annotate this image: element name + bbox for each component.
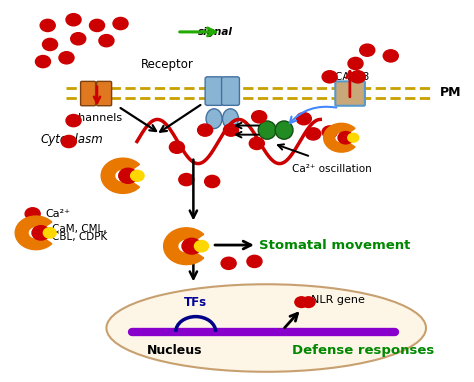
Circle shape bbox=[113, 18, 128, 30]
Text: Ca²⁺: Ca²⁺ bbox=[46, 209, 70, 219]
FancyBboxPatch shape bbox=[205, 77, 223, 105]
FancyBboxPatch shape bbox=[335, 81, 365, 106]
Text: Receptor: Receptor bbox=[141, 58, 194, 71]
Ellipse shape bbox=[258, 121, 276, 139]
Text: TFs: TFs bbox=[184, 296, 207, 309]
Circle shape bbox=[302, 297, 315, 308]
Text: Stomatal movement: Stomatal movement bbox=[259, 238, 410, 251]
Circle shape bbox=[61, 136, 76, 147]
Circle shape bbox=[194, 241, 209, 252]
Circle shape bbox=[43, 38, 57, 50]
Circle shape bbox=[322, 71, 337, 83]
Ellipse shape bbox=[206, 109, 222, 129]
Text: PM: PM bbox=[440, 86, 462, 99]
Circle shape bbox=[179, 173, 194, 186]
Circle shape bbox=[40, 19, 55, 32]
Text: ACA108: ACA108 bbox=[329, 72, 371, 82]
Circle shape bbox=[119, 168, 137, 183]
FancyBboxPatch shape bbox=[81, 81, 96, 106]
Text: Ca²⁺ oscillation: Ca²⁺ oscillation bbox=[292, 164, 372, 174]
Circle shape bbox=[348, 57, 363, 70]
Circle shape bbox=[198, 124, 213, 136]
Circle shape bbox=[205, 175, 219, 188]
Circle shape bbox=[169, 141, 184, 153]
Circle shape bbox=[295, 297, 308, 308]
Circle shape bbox=[71, 33, 86, 45]
Ellipse shape bbox=[107, 284, 426, 372]
Circle shape bbox=[25, 208, 40, 220]
Text: channels: channels bbox=[72, 113, 122, 123]
Wedge shape bbox=[101, 158, 139, 193]
Circle shape bbox=[383, 50, 398, 62]
Circle shape bbox=[296, 113, 311, 125]
Circle shape bbox=[306, 128, 321, 140]
Circle shape bbox=[90, 19, 105, 32]
Circle shape bbox=[36, 55, 51, 68]
Circle shape bbox=[252, 111, 267, 123]
Text: Nucleus: Nucleus bbox=[147, 343, 202, 356]
Circle shape bbox=[322, 126, 337, 138]
Text: Defense responses: Defense responses bbox=[292, 343, 434, 356]
Text: BON1: BON1 bbox=[264, 125, 292, 134]
FancyBboxPatch shape bbox=[97, 81, 111, 106]
Circle shape bbox=[43, 228, 56, 238]
Circle shape bbox=[249, 138, 264, 149]
Wedge shape bbox=[324, 123, 355, 152]
Circle shape bbox=[223, 124, 238, 136]
Ellipse shape bbox=[275, 121, 293, 139]
Circle shape bbox=[350, 71, 365, 83]
Circle shape bbox=[66, 14, 81, 26]
Circle shape bbox=[99, 34, 114, 47]
Circle shape bbox=[182, 238, 201, 254]
Wedge shape bbox=[164, 228, 204, 265]
Text: CaM, CML,: CaM, CML, bbox=[53, 224, 107, 234]
Circle shape bbox=[348, 133, 359, 142]
Circle shape bbox=[131, 170, 144, 181]
Circle shape bbox=[360, 44, 375, 56]
Text: signal: signal bbox=[198, 27, 233, 37]
Wedge shape bbox=[15, 216, 52, 250]
Text: CBL, CDPK: CBL, CDPK bbox=[53, 232, 108, 243]
Circle shape bbox=[338, 131, 353, 144]
Text: NLR gene: NLR gene bbox=[311, 295, 365, 305]
Circle shape bbox=[32, 226, 50, 240]
Circle shape bbox=[247, 255, 262, 267]
Circle shape bbox=[66, 115, 81, 127]
Circle shape bbox=[221, 257, 236, 269]
Ellipse shape bbox=[222, 109, 238, 129]
Circle shape bbox=[59, 52, 74, 64]
FancyBboxPatch shape bbox=[221, 77, 239, 105]
Text: Cytoplasm: Cytoplasm bbox=[41, 133, 103, 146]
